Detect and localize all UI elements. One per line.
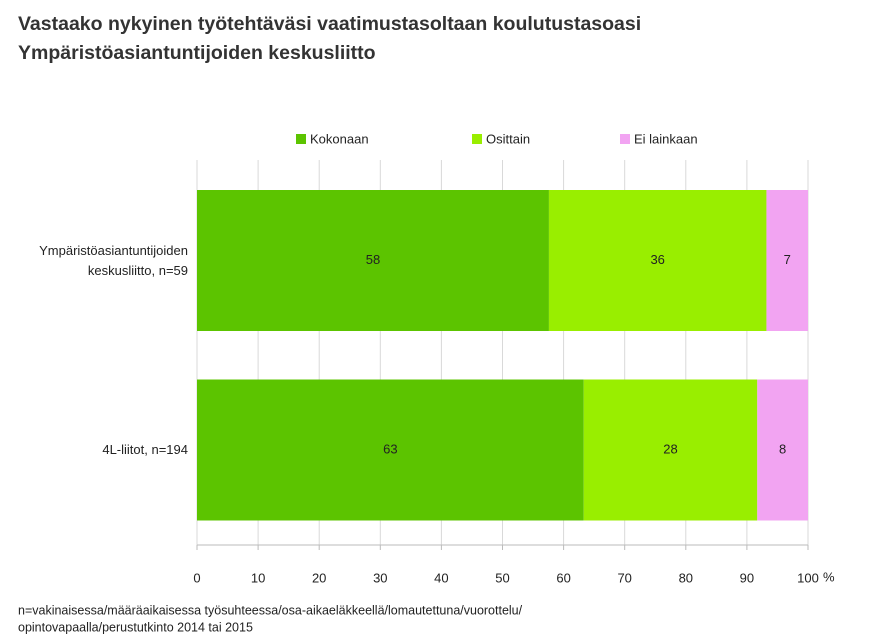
legend-swatch bbox=[472, 134, 482, 144]
legend-label: Ei lainkaan bbox=[634, 131, 698, 146]
legend-label: Kokonaan bbox=[310, 131, 369, 146]
x-tick-label: 80 bbox=[679, 570, 693, 585]
x-tick-label: 40 bbox=[434, 570, 448, 585]
bar-segment bbox=[197, 190, 549, 331]
bar-segment bbox=[757, 379, 808, 521]
data-label: 8 bbox=[779, 441, 786, 456]
bar-segment bbox=[766, 190, 808, 331]
x-tick-label: 90 bbox=[740, 570, 754, 585]
footnote: opintovapaalla/perustutkinto 2014 tai 20… bbox=[18, 620, 253, 634]
bar-segment bbox=[197, 379, 584, 521]
data-label: 63 bbox=[383, 441, 397, 456]
x-tick-label: 10 bbox=[251, 570, 265, 585]
x-tick-label: 30 bbox=[373, 570, 387, 585]
data-label: 36 bbox=[650, 252, 664, 267]
x-tick-label: 100 bbox=[797, 570, 819, 585]
y-tick-label: 4L-liitot, n=194 bbox=[102, 442, 188, 457]
bar-segment bbox=[548, 190, 767, 331]
legend-swatch bbox=[296, 134, 306, 144]
legend-swatch bbox=[620, 134, 630, 144]
footnote: n=vakinaisessa/määräaikaisessa työsuhtee… bbox=[18, 603, 523, 617]
legend-label: Osittain bbox=[486, 131, 530, 146]
data-label: 28 bbox=[663, 441, 677, 456]
bar-segment bbox=[583, 379, 758, 521]
data-label: 58 bbox=[366, 252, 380, 267]
x-tick-label: 70 bbox=[617, 570, 631, 585]
x-tick-label: 20 bbox=[312, 570, 326, 585]
y-tick-label: Ympäristöasiantuntijoiden keskusliitto, … bbox=[39, 242, 188, 278]
x-tick-label: 0 bbox=[193, 570, 200, 585]
chart-title: Vastaako nykyinen työtehtäväsi vaatimust… bbox=[18, 13, 641, 35]
data-label: 7 bbox=[784, 252, 791, 267]
chart-subtitle: Ympäristöasiantuntijoiden keskusliitto bbox=[18, 42, 376, 64]
x-tick-label: 60 bbox=[556, 570, 570, 585]
x-tick-label: 50 bbox=[495, 570, 509, 585]
x-unit: % bbox=[823, 569, 835, 584]
